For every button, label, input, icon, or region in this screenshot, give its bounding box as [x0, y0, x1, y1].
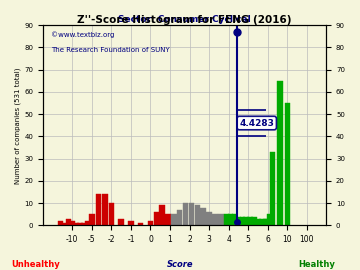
Bar: [109, 203, 114, 225]
Bar: [201, 208, 206, 225]
Bar: [128, 221, 134, 225]
Text: ©www.textbiz.org: ©www.textbiz.org: [51, 31, 115, 38]
Bar: [69, 221, 75, 225]
Bar: [118, 219, 124, 225]
Bar: [267, 214, 273, 225]
Bar: [243, 217, 249, 225]
Bar: [154, 212, 159, 225]
Bar: [58, 221, 63, 225]
Text: Healthy: Healthy: [298, 260, 335, 269]
Title: Z''-Score Histogram for FENG (2016): Z''-Score Histogram for FENG (2016): [77, 15, 292, 25]
Bar: [77, 223, 83, 225]
Bar: [255, 219, 261, 225]
Text: Score: Score: [167, 260, 193, 269]
Bar: [285, 103, 290, 225]
Bar: [206, 212, 212, 225]
Bar: [85, 221, 91, 225]
Bar: [236, 217, 241, 225]
Bar: [81, 223, 87, 225]
Bar: [177, 210, 183, 225]
Bar: [270, 152, 275, 225]
Y-axis label: Number of companies (531 total): Number of companies (531 total): [15, 67, 22, 184]
Bar: [195, 205, 200, 225]
Text: Sector: Consumer Cyclical: Sector: Consumer Cyclical: [118, 15, 251, 24]
Bar: [251, 217, 257, 225]
Bar: [159, 205, 165, 225]
Bar: [218, 214, 224, 225]
Bar: [148, 221, 153, 225]
Bar: [224, 214, 229, 225]
Bar: [165, 214, 171, 225]
Bar: [171, 214, 177, 225]
Bar: [263, 219, 269, 225]
Bar: [277, 81, 283, 225]
Bar: [266, 221, 271, 225]
Text: The Research Foundation of SUNY: The Research Foundation of SUNY: [51, 47, 170, 53]
Bar: [89, 214, 95, 225]
Text: 4.4283: 4.4283: [239, 119, 274, 127]
Bar: [102, 194, 108, 225]
Bar: [62, 223, 67, 225]
Bar: [259, 219, 265, 225]
Text: Unhealthy: Unhealthy: [12, 260, 60, 269]
Bar: [247, 217, 253, 225]
Bar: [232, 214, 237, 225]
Bar: [66, 219, 71, 225]
Bar: [212, 214, 218, 225]
Bar: [265, 219, 270, 225]
Bar: [189, 203, 194, 225]
Bar: [239, 217, 245, 225]
Bar: [183, 203, 188, 225]
Bar: [228, 214, 233, 225]
Bar: [96, 194, 101, 225]
Bar: [73, 223, 79, 225]
Bar: [138, 223, 143, 225]
